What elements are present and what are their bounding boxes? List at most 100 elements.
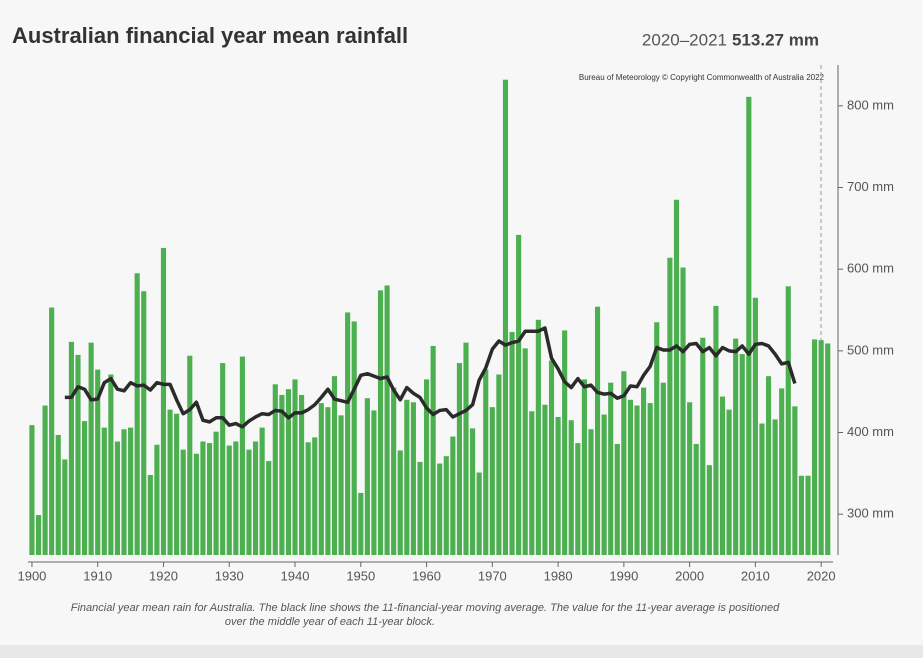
x-tick-label: 2020 — [807, 568, 836, 583]
bar — [121, 429, 127, 555]
bar — [206, 443, 213, 555]
bar — [55, 434, 61, 555]
y-tick-label: 800 mm — [847, 97, 894, 112]
bar — [575, 443, 581, 555]
x-tick-label: 1950 — [346, 568, 375, 583]
bar — [220, 363, 226, 555]
bar — [601, 414, 607, 555]
bar — [167, 409, 173, 555]
bar — [299, 394, 305, 555]
caption: Financial year mean rain for Australia. … — [71, 602, 780, 614]
bar — [621, 371, 627, 555]
bar — [338, 415, 344, 555]
bar — [252, 441, 259, 555]
bar — [693, 443, 699, 555]
bar — [437, 463, 443, 555]
bar — [88, 342, 94, 555]
x-tick-label: 1930 — [215, 568, 244, 583]
bar — [726, 409, 732, 555]
bar — [470, 428, 476, 555]
bar — [456, 363, 463, 555]
bar — [647, 403, 653, 555]
bar — [108, 374, 114, 555]
bar — [516, 234, 522, 555]
caption: over the middle year of each 11-year blo… — [225, 616, 435, 628]
bar — [397, 450, 403, 555]
bar — [476, 472, 482, 555]
bar — [95, 369, 101, 555]
bar — [667, 257, 673, 555]
bar — [687, 402, 693, 555]
credit: Bureau of Meteorology © Copyright Common… — [579, 73, 825, 82]
y-tick-label: 600 mm — [847, 261, 894, 276]
bar — [805, 475, 811, 555]
bar — [700, 337, 706, 555]
bar — [417, 461, 423, 555]
bar — [239, 356, 245, 555]
bar — [812, 339, 818, 555]
bar — [279, 394, 285, 555]
bar — [746, 96, 752, 555]
bar — [825, 343, 831, 555]
bar — [266, 461, 272, 555]
bar — [49, 307, 55, 555]
bar — [42, 405, 48, 555]
bar — [733, 338, 739, 555]
headline-period: 2020–2021 — [642, 30, 727, 49]
x-tick-label: 1940 — [281, 568, 310, 583]
bar — [779, 388, 785, 555]
bar — [614, 443, 620, 555]
y-tick-label: 400 mm — [847, 424, 894, 439]
bar — [502, 79, 509, 555]
bar — [792, 406, 798, 555]
bar — [608, 382, 614, 555]
footer-band — [0, 645, 923, 658]
bar — [765, 376, 772, 555]
bar — [410, 402, 416, 555]
bar — [364, 398, 370, 555]
bar — [193, 453, 199, 555]
bar — [147, 474, 153, 555]
bar — [404, 399, 410, 555]
bar — [114, 441, 121, 555]
bar — [772, 419, 778, 555]
bar — [128, 427, 134, 555]
x-tick-label: 1900 — [17, 568, 46, 583]
bar — [272, 384, 278, 555]
bar — [555, 416, 561, 555]
bar — [160, 247, 167, 555]
bar — [706, 465, 712, 555]
bar — [535, 319, 541, 555]
y-tick-label: 500 mm — [847, 342, 894, 357]
bar — [246, 449, 252, 555]
bar — [81, 421, 88, 555]
bar — [443, 456, 449, 555]
bar — [305, 442, 311, 555]
bar — [75, 354, 81, 555]
bar — [562, 330, 568, 555]
x-tick-label: 1990 — [609, 568, 638, 583]
bar — [634, 405, 640, 555]
bar — [371, 410, 377, 555]
bar — [180, 449, 186, 555]
bar — [345, 312, 351, 555]
bar — [798, 475, 804, 555]
bar — [713, 305, 719, 555]
bar — [391, 387, 397, 555]
bar — [680, 267, 686, 555]
bar — [68, 341, 74, 555]
bar — [377, 290, 384, 555]
bar — [62, 459, 68, 555]
x-tick-label: 1910 — [83, 568, 112, 583]
bar — [588, 429, 594, 555]
bar — [325, 407, 331, 555]
bar — [134, 273, 140, 555]
bar — [581, 379, 587, 555]
bar — [187, 355, 193, 555]
bar — [358, 492, 364, 555]
headline-value: 513.27 mm — [732, 30, 819, 49]
bar — [594, 306, 601, 555]
x-tick-label: 1960 — [412, 568, 441, 583]
bar — [660, 382, 666, 555]
